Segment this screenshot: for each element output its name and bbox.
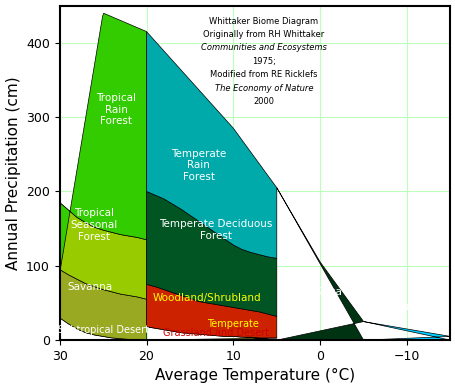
Text: Tropical
Rain
Forest: Tropical Rain Forest	[96, 93, 136, 126]
Polygon shape	[60, 318, 146, 340]
Polygon shape	[60, 203, 146, 299]
Text: Modified from RE Ricklefs: Modified from RE Ricklefs	[210, 70, 317, 79]
Text: Woodland/Shrubland: Woodland/Shrubland	[153, 293, 261, 303]
Polygon shape	[276, 188, 363, 340]
Polygon shape	[146, 32, 276, 258]
Text: Taiga: Taiga	[315, 287, 342, 297]
Text: The Economy of Nature: The Economy of Nature	[214, 84, 312, 93]
Text: Temperate
Rain
Forest: Temperate Rain Forest	[171, 149, 226, 182]
Text: Tundra: Tundra	[397, 302, 432, 312]
Polygon shape	[146, 284, 276, 338]
Text: Temperate: Temperate	[207, 319, 259, 329]
Polygon shape	[363, 322, 450, 340]
Text: 2000: 2000	[253, 97, 273, 106]
Text: Originally from RH Whittaker: Originally from RH Whittaker	[202, 30, 324, 39]
Polygon shape	[146, 191, 276, 316]
Text: Temperate Deciduous
Forest: Temperate Deciduous Forest	[159, 219, 272, 241]
Polygon shape	[60, 13, 146, 273]
Text: Grassland and Desert: Grassland and Desert	[162, 328, 268, 338]
Text: Whittaker Biome Diagram: Whittaker Biome Diagram	[209, 17, 318, 26]
Polygon shape	[60, 270, 146, 340]
X-axis label: Average Temperature (°C): Average Temperature (°C)	[155, 368, 354, 384]
Text: Savanna: Savanna	[67, 282, 112, 292]
Text: Subtropical Desert: Subtropical Desert	[57, 325, 148, 335]
Y-axis label: Annual Precipitation (cm): Annual Precipitation (cm)	[5, 76, 20, 270]
Text: Communities and Ecosystems: Communities and Ecosystems	[200, 44, 326, 53]
Text: Tropical
Seasonal
Forest: Tropical Seasonal Forest	[71, 208, 118, 242]
Text: 1975;: 1975;	[251, 57, 275, 66]
Polygon shape	[146, 327, 276, 340]
